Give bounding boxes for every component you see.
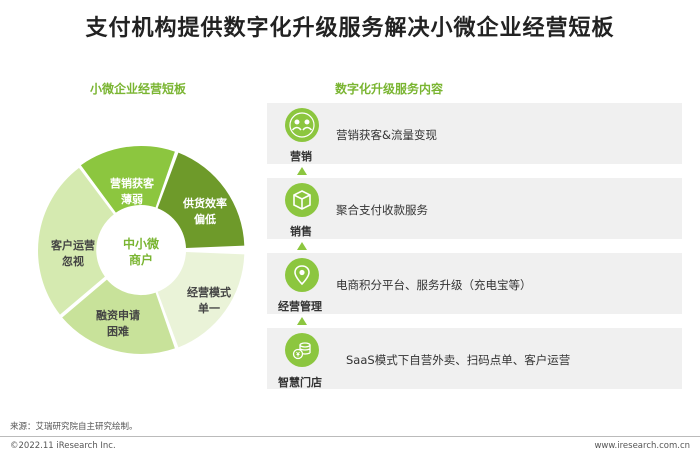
segment-wedge-marketing: [80, 145, 175, 213]
source-note: 来源：艾瑞研究院自主研究绘制。: [10, 422, 138, 432]
service-text-management: 电商积分平台、服务升级（充电宝等）: [336, 278, 532, 292]
step-label-marketing: 营销: [290, 150, 312, 163]
arrow-up-icon: [297, 167, 307, 175]
footer-divider: [0, 436, 700, 437]
step-label-management: 经营管理: [278, 300, 322, 313]
coins-icon: [285, 333, 319, 367]
step-label-sales: 销售: [290, 225, 312, 238]
people-icon: [285, 108, 319, 142]
service-text-marketing: 营销获客&流量变现: [336, 128, 437, 142]
package-icon: [285, 183, 319, 217]
location-pin-icon: [285, 258, 319, 292]
page-title: 支付机构提供数字化升级服务解决小微企业经营短板: [85, 16, 615, 41]
segment-label-supply: 供货效率 偏低: [183, 197, 227, 226]
service-text-sales: 聚合支付收款服务: [336, 203, 428, 217]
segment-wedge-finance: [62, 279, 175, 354]
segment-label-model: 经营模式 单一: [187, 286, 231, 315]
step-label-smart-store: 智慧门店: [278, 376, 322, 389]
arrow-up-icon: [297, 317, 307, 325]
service-panel-sales: [267, 178, 682, 239]
right-section-title: 数字化升级服务内容: [335, 82, 444, 96]
center-circle: [101, 210, 181, 290]
copyright: ©2022.11 iResearch Inc.: [10, 441, 116, 451]
arrow-up-icon: [297, 242, 307, 250]
service-panel-management: [267, 253, 682, 314]
segment-wedge-model: [157, 252, 245, 348]
center-label: 中小微 商户: [122, 237, 159, 267]
service-panel-marketing: [267, 103, 682, 164]
website-url: www.iresearch.com.cn: [594, 441, 690, 451]
left-section-title: 小微企业经营短板: [90, 82, 187, 96]
segment-wedge-customer: [38, 167, 114, 315]
segment-label-finance: 融资申请 困难: [96, 309, 140, 338]
service-panel-smart-store: [267, 328, 682, 389]
service-text-smart-store: SaaS模式下自营外卖、扫码点单、客户运营: [346, 353, 571, 367]
segment-label-marketing: 营销获客 薄弱: [110, 177, 154, 206]
segment-wedge-supply: [157, 152, 245, 248]
segment-label-customer: 客户运营 忽视: [51, 239, 95, 268]
